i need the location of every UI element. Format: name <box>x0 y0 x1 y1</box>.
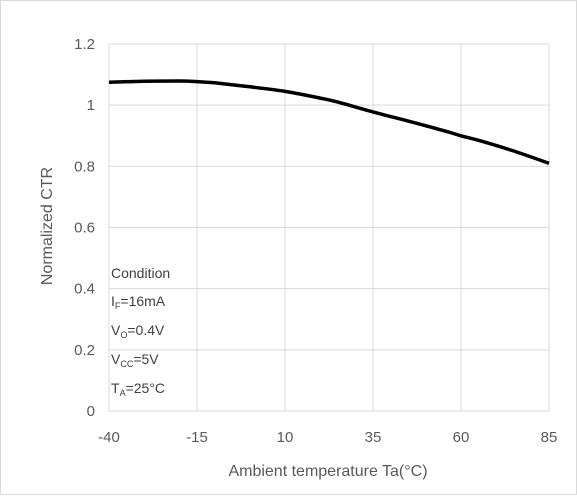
x-tick-label: -40 <box>98 429 120 446</box>
y-axis-title: Normalized CTR <box>39 167 56 285</box>
y-tick-label: 0.2 <box>74 342 95 359</box>
condition-title: Condition <box>111 265 170 281</box>
condition-line: IF=16mA <box>111 293 166 311</box>
condition-line: VCC=5V <box>111 351 159 369</box>
condition-annotation: Condition IF=16mA VO=0.4V VCC=5V TA=25°C <box>111 265 170 398</box>
x-tick-label: 60 <box>453 429 470 446</box>
y-tick-label: 1 <box>87 97 95 114</box>
y-tick-labels: 0 0.2 0.4 0.6 0.8 1 1.2 <box>74 36 95 420</box>
condition-line: TA=25°C <box>111 380 165 398</box>
x-axis-title: Ambient temperature Ta(°C) <box>228 463 427 480</box>
y-tick-label: 0 <box>87 403 95 420</box>
x-tick-labels: -40 -15 10 35 60 85 <box>98 429 557 446</box>
y-tick-label: 1.2 <box>74 36 95 53</box>
grid <box>108 43 550 412</box>
x-tick-label: 85 <box>541 429 558 446</box>
x-tick-label: 10 <box>277 429 294 446</box>
y-tick-label: 0.6 <box>74 220 95 237</box>
x-tick-label: 35 <box>365 429 382 446</box>
x-tick-label: -15 <box>186 429 208 446</box>
series-group <box>108 79 550 165</box>
y-tick-label: 0.4 <box>74 281 95 298</box>
condition-line: VO=0.4V <box>111 322 165 340</box>
series-line <box>108 79 550 165</box>
y-tick-label: 0.8 <box>74 158 95 175</box>
